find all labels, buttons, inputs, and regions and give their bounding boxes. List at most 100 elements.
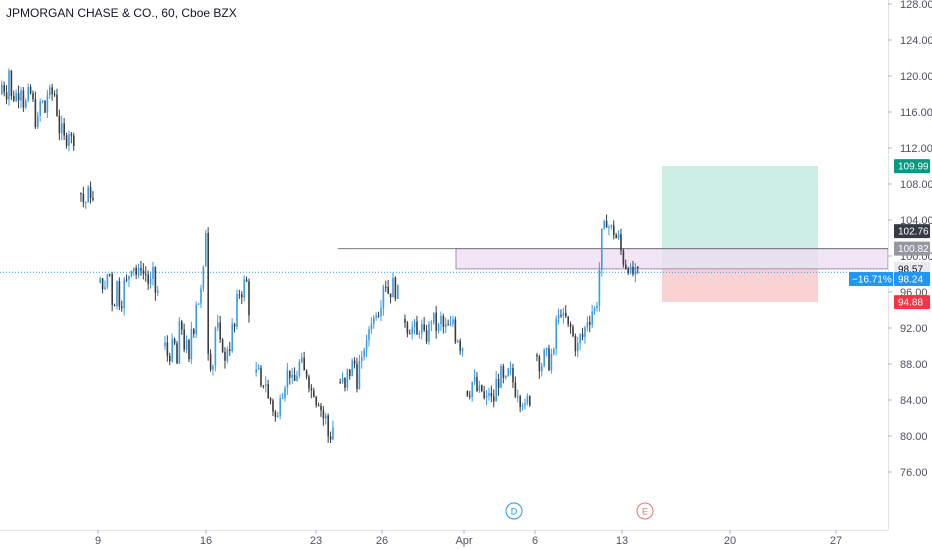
candle[interactable] bbox=[339, 378, 341, 384]
candle[interactable] bbox=[10, 70, 13, 100]
candle[interactable] bbox=[620, 228, 622, 255]
candle[interactable] bbox=[277, 411, 279, 418]
candle[interactable] bbox=[505, 375, 507, 380]
candle[interactable] bbox=[579, 333, 581, 350]
candle[interactable] bbox=[629, 263, 632, 275]
candle[interactable] bbox=[231, 318, 233, 354]
candle[interactable] bbox=[519, 394, 521, 413]
candle[interactable] bbox=[293, 367, 296, 382]
candle[interactable] bbox=[377, 311, 380, 318]
candle[interactable] bbox=[514, 376, 517, 399]
candle[interactable] bbox=[507, 367, 509, 377]
candle[interactable] bbox=[281, 393, 284, 400]
candle[interactable] bbox=[315, 395, 317, 408]
candle[interactable] bbox=[121, 300, 123, 312]
candle[interactable] bbox=[461, 347, 464, 357]
candle[interactable] bbox=[128, 275, 130, 288]
candle[interactable] bbox=[190, 321, 193, 364]
candle[interactable] bbox=[233, 322, 236, 333]
candle[interactable] bbox=[298, 359, 301, 379]
candle[interactable] bbox=[389, 293, 392, 304]
candle[interactable] bbox=[433, 312, 435, 326]
candle[interactable] bbox=[584, 325, 586, 344]
candle[interactable] bbox=[351, 358, 353, 377]
candle[interactable] bbox=[286, 362, 289, 396]
candle[interactable] bbox=[82, 186, 85, 208]
candle[interactable] bbox=[341, 372, 344, 384]
candle[interactable] bbox=[637, 266, 639, 274]
candle[interactable] bbox=[58, 109, 61, 141]
candle[interactable] bbox=[202, 265, 205, 292]
candle[interactable] bbox=[99, 276, 101, 284]
candle[interactable] bbox=[543, 347, 545, 368]
candle[interactable] bbox=[41, 99, 44, 104]
candle[interactable] bbox=[22, 87, 25, 112]
candle[interactable] bbox=[500, 363, 502, 389]
candle[interactable] bbox=[123, 276, 125, 316]
candle[interactable] bbox=[226, 346, 229, 364]
candle[interactable] bbox=[272, 398, 274, 416]
candle[interactable] bbox=[51, 83, 53, 101]
candle[interactable] bbox=[349, 369, 351, 380]
candle[interactable] bbox=[565, 305, 567, 318]
candle[interactable] bbox=[157, 285, 159, 297]
candle[interactable] bbox=[550, 348, 553, 374]
candle[interactable] bbox=[574, 333, 577, 357]
candle[interactable] bbox=[421, 319, 423, 340]
candle[interactable] bbox=[356, 357, 358, 393]
candle[interactable] bbox=[517, 389, 519, 403]
candle[interactable] bbox=[296, 370, 298, 382]
candle[interactable] bbox=[80, 192, 82, 202]
candle[interactable] bbox=[435, 305, 437, 339]
candle[interactable] bbox=[291, 368, 293, 384]
candle[interactable] bbox=[310, 384, 313, 399]
candle[interactable] bbox=[423, 317, 425, 333]
candle[interactable] bbox=[387, 279, 389, 295]
candle[interactable] bbox=[44, 100, 46, 114]
candle[interactable] bbox=[241, 291, 243, 305]
candle[interactable] bbox=[73, 132, 75, 151]
candle[interactable] bbox=[445, 317, 447, 334]
candle[interactable] bbox=[221, 337, 224, 354]
candle[interactable] bbox=[485, 390, 488, 406]
candle[interactable] bbox=[560, 309, 562, 319]
candle[interactable] bbox=[147, 270, 149, 290]
candle[interactable] bbox=[358, 354, 361, 390]
candle[interactable] bbox=[85, 201, 87, 210]
candle[interactable] bbox=[536, 352, 538, 362]
candle[interactable] bbox=[152, 261, 154, 286]
candle[interactable] bbox=[197, 303, 200, 306]
candle[interactable] bbox=[308, 374, 310, 393]
candle[interactable] bbox=[353, 357, 356, 369]
candle[interactable] bbox=[176, 340, 178, 364]
candle[interactable] bbox=[449, 315, 452, 327]
candle[interactable] bbox=[365, 334, 368, 357]
candle[interactable] bbox=[145, 266, 147, 282]
candle[interactable] bbox=[478, 380, 481, 393]
candle[interactable] bbox=[224, 347, 226, 369]
candle[interactable] bbox=[248, 278, 250, 323]
candle[interactable] bbox=[25, 98, 27, 109]
candle[interactable] bbox=[557, 308, 560, 325]
candle[interactable] bbox=[548, 344, 550, 372]
candle[interactable] bbox=[370, 317, 373, 334]
candle[interactable] bbox=[178, 317, 181, 364]
candle[interactable] bbox=[322, 406, 325, 426]
candle[interactable] bbox=[49, 84, 51, 99]
candle[interactable] bbox=[262, 384, 265, 389]
candle[interactable] bbox=[603, 219, 605, 230]
candle[interactable] bbox=[613, 220, 615, 240]
candle[interactable] bbox=[447, 319, 449, 326]
candle[interactable] bbox=[430, 320, 433, 332]
candle[interactable] bbox=[567, 316, 569, 328]
candle[interactable] bbox=[593, 306, 596, 315]
candle[interactable] bbox=[166, 335, 169, 362]
candle[interactable] bbox=[598, 262, 601, 312]
candle[interactable] bbox=[236, 289, 238, 330]
candle[interactable] bbox=[205, 229, 207, 267]
candle[interactable] bbox=[416, 315, 418, 335]
candle[interactable] bbox=[118, 277, 121, 310]
candle[interactable] bbox=[368, 326, 370, 347]
candle[interactable] bbox=[466, 390, 469, 397]
candle[interactable] bbox=[406, 320, 409, 338]
